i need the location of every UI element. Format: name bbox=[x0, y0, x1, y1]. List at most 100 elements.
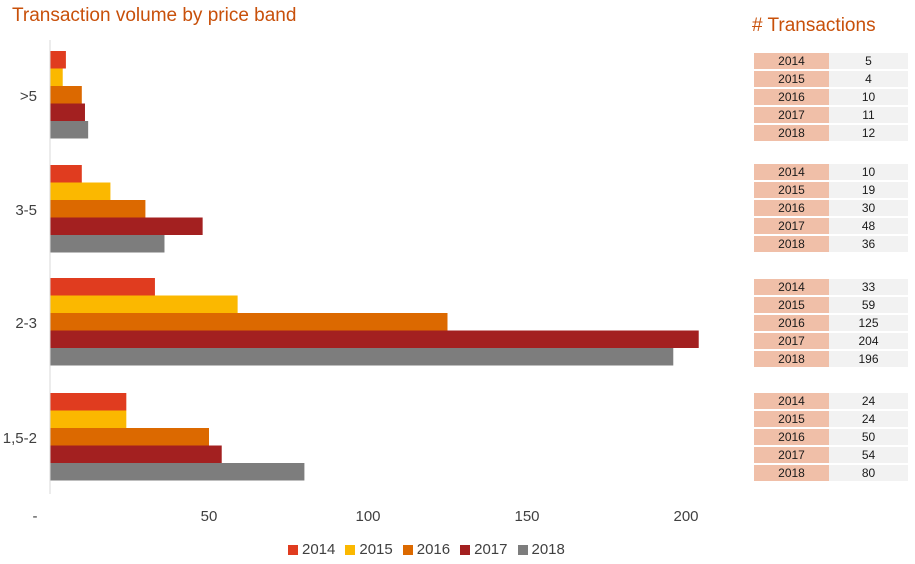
transactions-row: 2016 30 bbox=[754, 200, 908, 216]
transactions-count: 5 bbox=[829, 53, 908, 69]
bar-1_5_2-2016 bbox=[50, 428, 209, 446]
transactions-count: 80 bbox=[829, 465, 908, 481]
transactions-row: 2017 54 bbox=[754, 447, 908, 463]
transactions-year: 2017 bbox=[754, 218, 829, 234]
legend-label: 2014 bbox=[302, 541, 336, 558]
legend-label: 2018 bbox=[531, 541, 565, 558]
x-tick-label: - bbox=[33, 508, 38, 525]
transactions-year: 2018 bbox=[754, 125, 829, 141]
transactions-group: 2014 33 2015 59 2016 125 2017 204 2018 196 bbox=[754, 279, 908, 369]
transactions-row: 2014 33 bbox=[754, 279, 908, 295]
transactions-row: 2017 48 bbox=[754, 218, 908, 234]
transactions-row: 2015 59 bbox=[754, 297, 908, 313]
legend-swatch bbox=[402, 544, 413, 555]
transactions-row: 2015 24 bbox=[754, 411, 908, 427]
transactions-row: 2015 4 bbox=[754, 71, 908, 87]
legend-swatch bbox=[460, 544, 471, 555]
bar-_5-2018 bbox=[50, 121, 89, 139]
bar-1_5_2-2018 bbox=[50, 463, 305, 481]
bar-2_3-2018 bbox=[50, 348, 674, 366]
legend-swatch bbox=[517, 544, 528, 555]
bar-3_5-2014 bbox=[50, 165, 82, 183]
bar-3_5-2018 bbox=[50, 235, 165, 253]
legend-swatch bbox=[345, 544, 356, 555]
transactions-row: 2016 125 bbox=[754, 315, 908, 331]
transactions-count: 196 bbox=[829, 351, 908, 367]
transactions-count: 50 bbox=[829, 429, 908, 445]
legend-swatch bbox=[288, 544, 298, 555]
transactions-count: 10 bbox=[829, 89, 908, 105]
transactions-year: 2015 bbox=[754, 182, 829, 198]
x-tick-label: 150 bbox=[514, 508, 539, 525]
transactions-row: 2015 19 bbox=[754, 182, 908, 198]
bar-1_5_2-2014 bbox=[50, 393, 127, 411]
transactions-count: 204 bbox=[829, 333, 908, 349]
bar-3_5-2016 bbox=[50, 200, 146, 218]
transactions-year: 2014 bbox=[754, 164, 829, 180]
transactions-count: 12 bbox=[829, 125, 908, 141]
bar-_5-2015 bbox=[50, 68, 63, 86]
transactions-group: 2014 24 2015 24 2016 50 2017 54 2018 80 bbox=[754, 393, 908, 483]
legend-item: 2017 bbox=[460, 541, 508, 558]
transactions-row: 2017 11 bbox=[754, 107, 908, 123]
transactions-row: 2018 80 bbox=[754, 465, 908, 481]
bar-_5-2017 bbox=[50, 103, 85, 121]
chart-title: Transaction volume by price band bbox=[12, 5, 297, 26]
transactions-year: 2014 bbox=[754, 393, 829, 409]
legend-label: 2017 bbox=[474, 541, 508, 558]
transactions-year: 2015 bbox=[754, 297, 829, 313]
transactions-count: 36 bbox=[829, 236, 908, 252]
bar-_5-2014 bbox=[50, 51, 66, 69]
transactions-row: 2018 36 bbox=[754, 236, 908, 252]
bar-1_5_2-2015 bbox=[50, 410, 127, 428]
bar-_5-2016 bbox=[50, 86, 82, 104]
bar-1_5_2-2017 bbox=[50, 445, 222, 463]
legend-item: 2018 bbox=[517, 541, 565, 558]
transactions-row: 2014 24 bbox=[754, 393, 908, 409]
transactions-year: 2017 bbox=[754, 447, 829, 463]
transactions-row: 2016 10 bbox=[754, 89, 908, 105]
transactions-year: 2014 bbox=[754, 53, 829, 69]
transactions-count: 24 bbox=[829, 393, 908, 409]
bar-3_5-2017 bbox=[50, 217, 203, 235]
bar-3_5-2015 bbox=[50, 182, 111, 200]
transactions-count: 19 bbox=[829, 182, 908, 198]
x-tick-label: 200 bbox=[673, 508, 698, 525]
transactions-count: 59 bbox=[829, 297, 908, 313]
legend-item: 2015 bbox=[345, 541, 393, 558]
transactions-year: 2015 bbox=[754, 411, 829, 427]
transactions-year: 2016 bbox=[754, 429, 829, 445]
legend-item: 2016 bbox=[402, 541, 451, 558]
bar-2_3-2017 bbox=[50, 330, 699, 348]
transactions-year: 2018 bbox=[754, 351, 829, 367]
transactions-count: 30 bbox=[829, 200, 908, 216]
transactions-count: 54 bbox=[829, 447, 908, 463]
transactions-count: 11 bbox=[829, 107, 908, 123]
transactions-row: 2014 10 bbox=[754, 164, 908, 180]
transactions-count: 33 bbox=[829, 279, 908, 295]
transactions-year: 2017 bbox=[754, 333, 829, 349]
bar-2_3-2014 bbox=[50, 278, 155, 296]
bar-2_3-2015 bbox=[50, 295, 238, 313]
bar-chart: >5 3-5 2-3 1,5-2 - 50 100 150 200 bbox=[3, 40, 699, 525]
transactions-count: 10 bbox=[829, 164, 908, 180]
transactions-row: 2018 196 bbox=[754, 351, 908, 367]
transactions-year: 2018 bbox=[754, 465, 829, 481]
transactions-count: 48 bbox=[829, 218, 908, 234]
transactions-year: 2018 bbox=[754, 236, 829, 252]
transactions-table-title: # Transactions bbox=[752, 15, 876, 36]
y-tick-label: 3-5 bbox=[15, 202, 37, 219]
transactions-row: 2018 12 bbox=[754, 125, 908, 141]
transactions-row: 2014 5 bbox=[754, 53, 908, 69]
x-tick-label: 100 bbox=[355, 508, 380, 525]
legend-label: 2015 bbox=[359, 541, 393, 558]
legend-label: 2016 bbox=[416, 541, 451, 558]
transactions-count: 125 bbox=[829, 315, 908, 331]
y-tick-label: 2-3 bbox=[15, 315, 37, 332]
transactions-group: 2014 10 2015 19 2016 30 2017 48 2018 36 bbox=[754, 164, 908, 254]
transactions-year: 2014 bbox=[754, 279, 829, 295]
transactions-year: 2016 bbox=[754, 200, 829, 216]
chart-legend: 2014 2015 2016 2017 2018 bbox=[288, 541, 575, 558]
x-tick-label: 50 bbox=[201, 508, 218, 525]
transactions-group: 2014 5 2015 4 2016 10 2017 11 2018 12 bbox=[754, 53, 908, 143]
